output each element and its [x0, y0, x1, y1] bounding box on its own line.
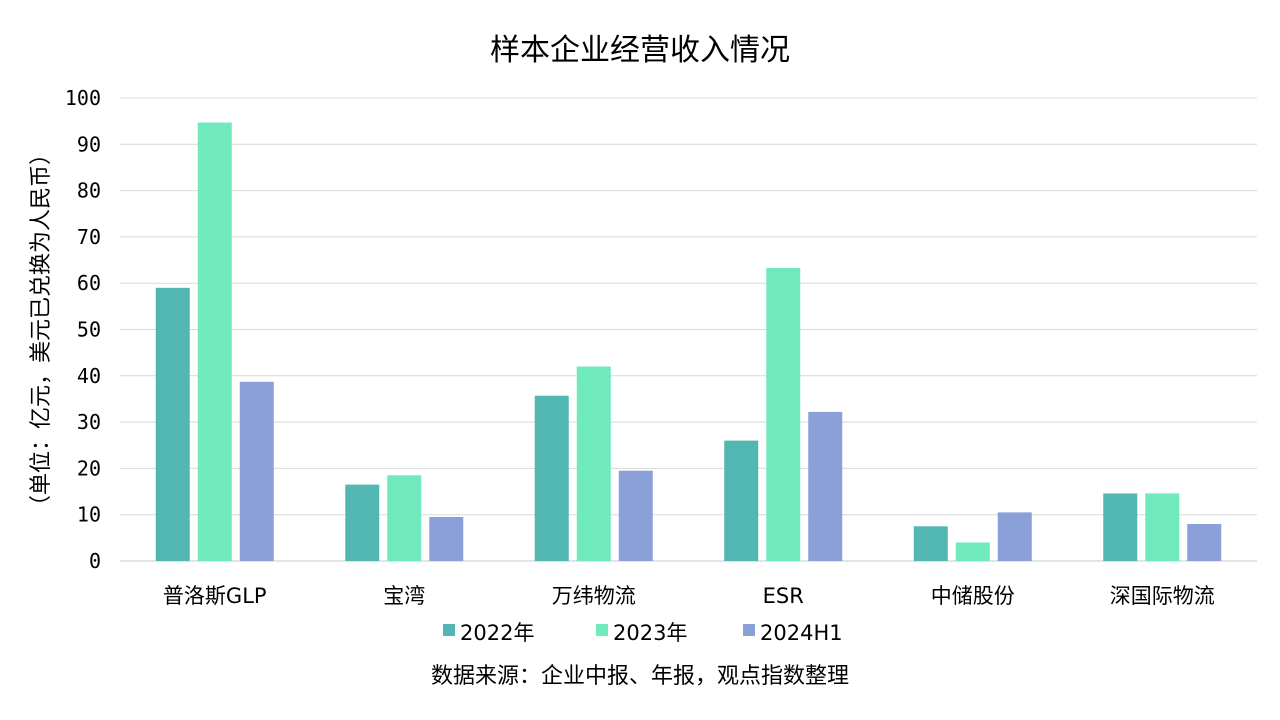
- y-tick-label: 90: [77, 132, 101, 156]
- bar: [1187, 523, 1222, 561]
- bar: [618, 470, 653, 561]
- bar: [345, 484, 380, 561]
- bar: [534, 395, 569, 561]
- bar: [576, 366, 611, 561]
- x-axis-categories: 普洛斯GLP 宝湾 万纬物流 ESR 中储股份 深国际物流: [163, 584, 1215, 608]
- legend-swatch: [743, 624, 755, 636]
- bar: [955, 542, 990, 561]
- bar: [1145, 493, 1180, 561]
- legend-label: 2022年: [460, 621, 534, 645]
- bar: [808, 411, 843, 561]
- x-category-label: 深国际物流: [1110, 584, 1215, 608]
- bar: [387, 475, 422, 561]
- gridlines: [120, 97, 1257, 562]
- y-tick-label: 10: [77, 503, 101, 527]
- x-category-label: 万纬物流: [552, 584, 636, 608]
- source-note: 数据来源：企业中报、年报，观点指数整理: [431, 664, 849, 689]
- y-axis-ticks: 0 10 20 30 40 50 60 70 80 90 100: [65, 86, 101, 573]
- x-category-label: ESR: [763, 584, 804, 608]
- bar: [1103, 493, 1138, 561]
- bar: [197, 122, 232, 561]
- legend-swatch: [596, 624, 608, 636]
- bar: [239, 381, 274, 561]
- legend: 2022年 2023年 2024H1: [443, 621, 843, 645]
- bar: [766, 267, 801, 561]
- x-category-label: 宝湾: [383, 584, 425, 608]
- bar: [429, 517, 464, 561]
- y-tick-label: 80: [77, 179, 101, 203]
- bar: [997, 512, 1032, 561]
- y-tick-label: 20: [77, 456, 101, 480]
- y-axis-label: （单位：亿元，美元已兑换为人民币）: [29, 143, 54, 517]
- x-category-label: 普洛斯GLP: [163, 584, 267, 608]
- y-tick-label: 30: [77, 410, 101, 434]
- legend-swatch: [443, 624, 455, 636]
- y-tick-label: 70: [77, 225, 101, 249]
- y-tick-label: 100: [65, 86, 101, 110]
- bars: [155, 122, 1222, 561]
- bar: [913, 526, 948, 561]
- legend-label: 2023年: [613, 621, 687, 645]
- chart-title: 样本企业经营收入情况: [490, 33, 790, 68]
- y-tick-label: 0: [89, 549, 101, 573]
- bar: [155, 287, 190, 561]
- x-category-label: 中储股份: [931, 584, 1015, 608]
- y-tick-label: 50: [77, 318, 101, 342]
- y-tick-label: 60: [77, 271, 101, 295]
- y-tick-label: 40: [77, 364, 101, 388]
- bar: [724, 440, 759, 561]
- legend-label: 2024H1: [760, 621, 843, 645]
